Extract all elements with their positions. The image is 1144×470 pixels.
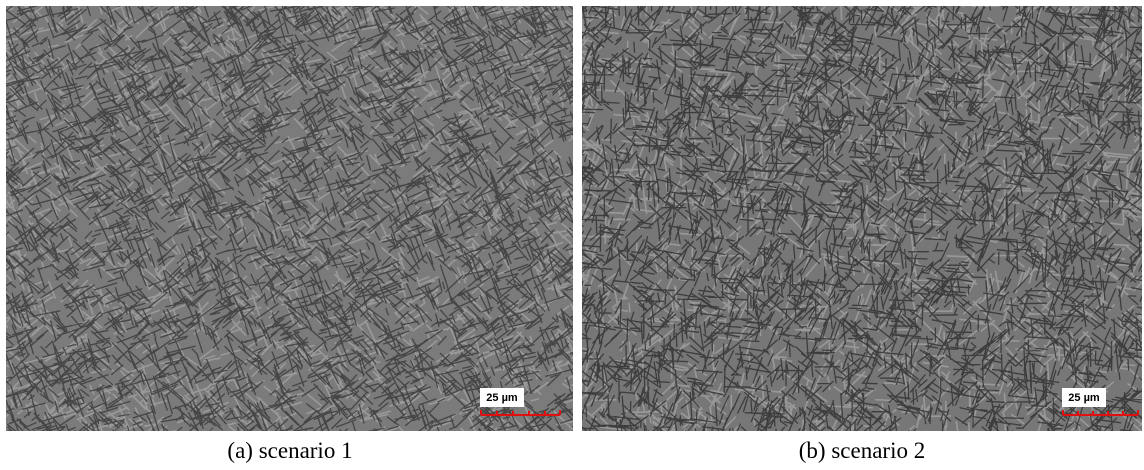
micrograph-a	[0, 0, 595, 450]
caption: (b) scenario 2	[799, 438, 925, 463]
caption: (a) scenario 1	[227, 438, 352, 463]
figure: 25 µm 25 µm (a) scenario 1 (b) scenario …	[0, 0, 1144, 470]
scale-label: 25 µm	[1068, 392, 1100, 404]
page: 25 µm 25 µm (a) scenario 1 (b) scenario …	[0, 0, 1144, 470]
micrograph-b	[563, 0, 1144, 451]
scale-label: 25 µm	[486, 392, 518, 404]
